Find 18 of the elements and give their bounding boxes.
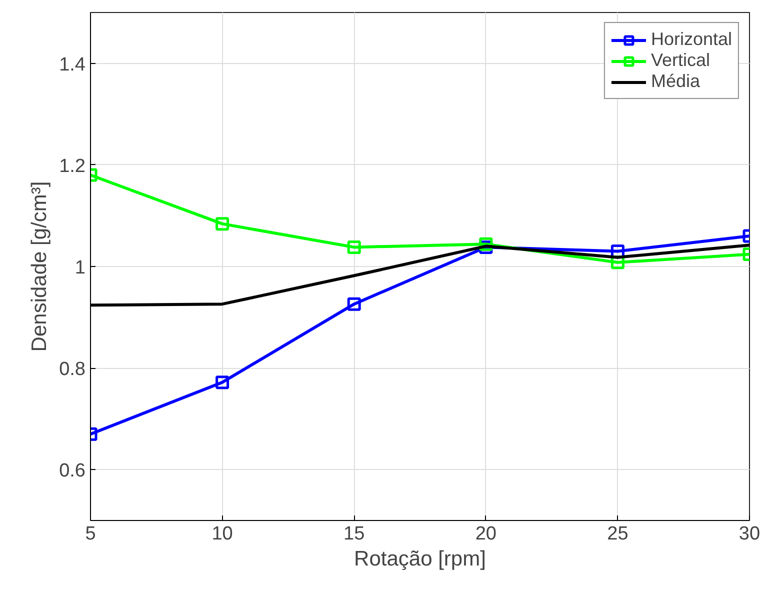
x-tick-label: 15	[344, 524, 365, 544]
y-tick-label: 0.8	[59, 359, 86, 380]
legend-label: Horizontal	[650, 29, 732, 50]
legend-label: Vertical	[650, 50, 710, 71]
x-tick-label: 25	[607, 524, 628, 544]
y-tick-label: 1.4	[59, 54, 86, 76]
x-tick-label: 10	[212, 524, 233, 544]
legend-label: Média	[650, 71, 700, 92]
x-tick-label: 5	[85, 524, 96, 544]
y-tick-label: 0.6	[59, 460, 86, 482]
y-axis-title: Densidade [g/cm³]	[28, 181, 52, 352]
x-axis-title: Rotação [rpm]	[354, 548, 486, 570]
point	[347, 297, 361, 311]
y-tick-label: 1.2	[59, 156, 86, 177]
point	[347, 240, 361, 254]
x-tick-label: 30	[738, 524, 760, 544]
y-tick-label: 1	[74, 258, 86, 278]
x-tick-label: 20	[475, 524, 496, 544]
